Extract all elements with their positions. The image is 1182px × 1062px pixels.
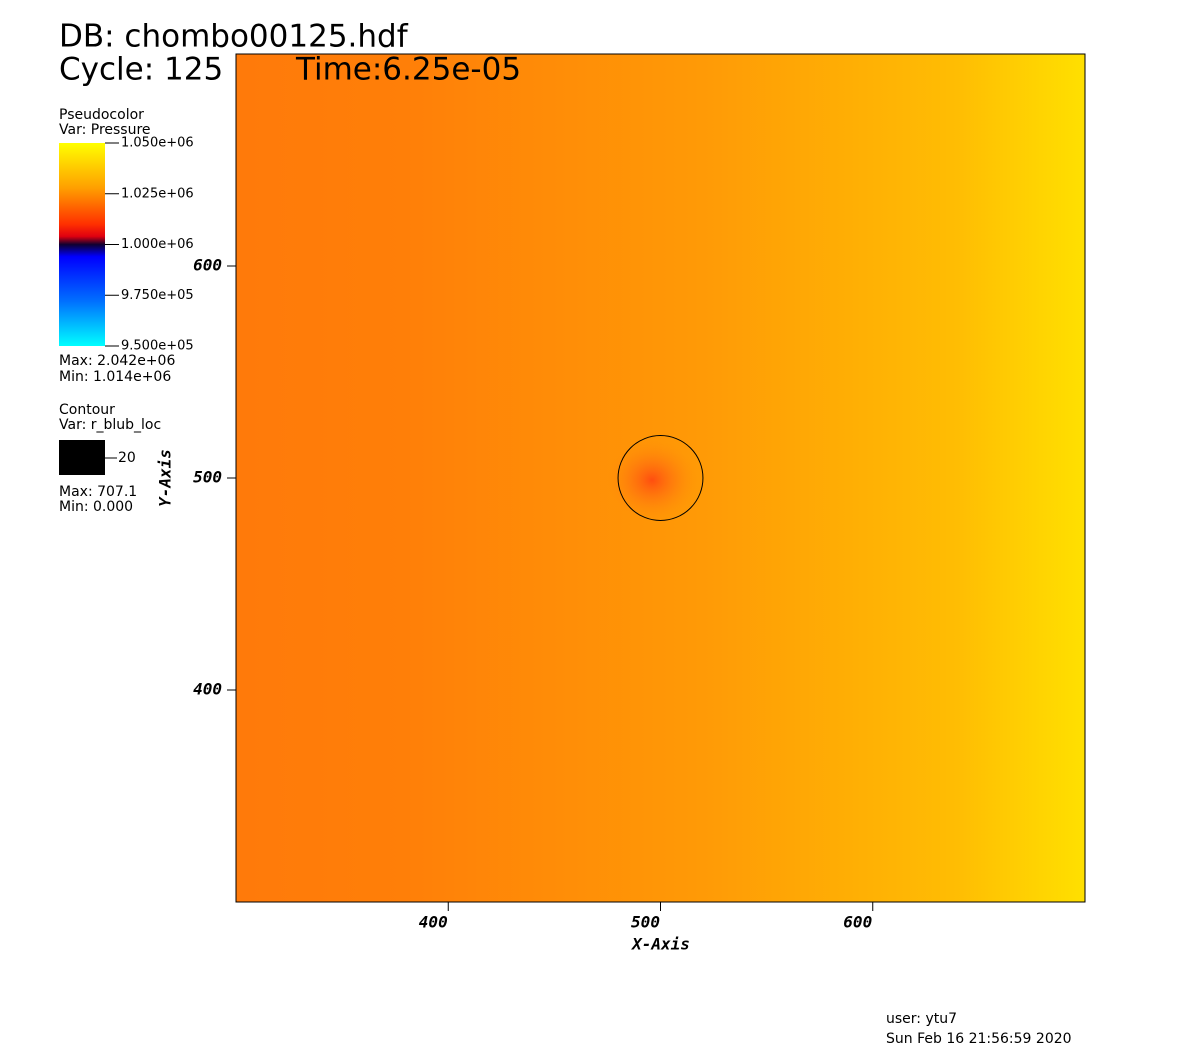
plot-area (235, 53, 1086, 903)
colorbar-label: 9.500e+05 (121, 339, 194, 354)
colorbar-label: 1.025e+06 (121, 186, 194, 201)
colorbar-label: 1.000e+06 (121, 237, 194, 252)
x-tick-label: 500 (631, 913, 660, 932)
y-tick-label: 400 (193, 680, 222, 699)
pressure-peak (607, 440, 697, 520)
x-axis-title: X-Axis (630, 935, 690, 954)
y-tick-label: 500 (193, 468, 222, 487)
overlay: DB: chombo00125.hdf Cycle: 125 Time:6.25… (59, 19, 1072, 1047)
contour-title: Contour (59, 402, 115, 418)
legend-var: Var: Pressure (59, 122, 151, 138)
contour-legend-label: 20 (118, 450, 136, 466)
contour-line (617, 435, 704, 521)
x-tick-label: 600 (843, 913, 872, 932)
user: user: ytu7 (886, 1011, 957, 1027)
legend-min: Min: 1.014e+06 (59, 369, 171, 385)
contour-min: Min: 0.000 (59, 499, 133, 515)
colorbar-label: 9.750e+05 (121, 288, 194, 303)
y-axis-title: Y-Axis (156, 449, 175, 507)
x-tick-label: 400 (419, 913, 448, 932)
contour-max: Max: 707.1 (59, 484, 137, 500)
colorbar-label: 1.050e+06 (121, 136, 194, 151)
legend-max: Max: 2.042e+06 (59, 353, 175, 369)
contour-swatch (59, 440, 105, 475)
date: Sun Feb 16 21:56:59 2020 (886, 1031, 1072, 1047)
colorbar (59, 143, 105, 346)
legend-title: Pseudocolor (59, 107, 144, 123)
y-tick-label: 600 (193, 256, 222, 275)
cycle: Cycle: 125 (59, 52, 223, 88)
time: Time:6.25e-05 (295, 52, 521, 88)
contour-var: Var: r_blub_loc (59, 417, 161, 433)
title: DB: chombo00125.hdf (59, 19, 409, 55)
